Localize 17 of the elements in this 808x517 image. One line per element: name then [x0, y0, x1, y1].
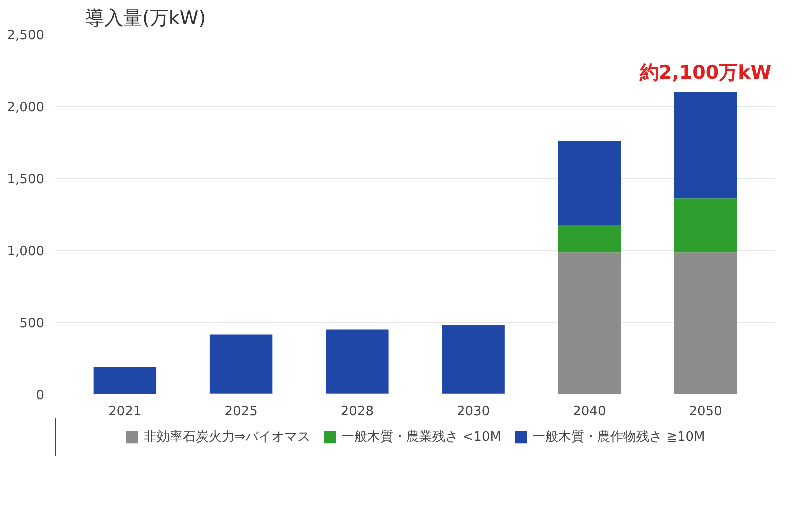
x-tick-label: 2050 [689, 404, 722, 420]
x-tick-label: 2025 [224, 404, 258, 420]
chart-title: 導入量(万kW) [86, 8, 206, 30]
y-tick-label: 1,500 [7, 172, 44, 188]
x-tick-label: 2030 [457, 404, 490, 420]
y-tick-label: 1,000 [7, 244, 44, 260]
x-tick-label: 2040 [573, 404, 606, 420]
legend-label: 一般木質・農業残さ <10M [342, 429, 502, 446]
y-tick-label: 2,500 [7, 28, 44, 44]
y-tick-label: 500 [20, 316, 45, 332]
y-tick-label: 2,000 [7, 100, 44, 116]
legend-label: 一般木質・農作物残さ ≧10M [532, 429, 706, 446]
legend-label: 非効率石炭火力⇒バイオマス [144, 429, 311, 446]
annotation: 約2,100万kW [638, 62, 772, 84]
x-tick-label: 2028 [340, 404, 374, 420]
y-tick-label: 0 [36, 388, 45, 404]
x-tick-label: 2021 [108, 404, 142, 420]
